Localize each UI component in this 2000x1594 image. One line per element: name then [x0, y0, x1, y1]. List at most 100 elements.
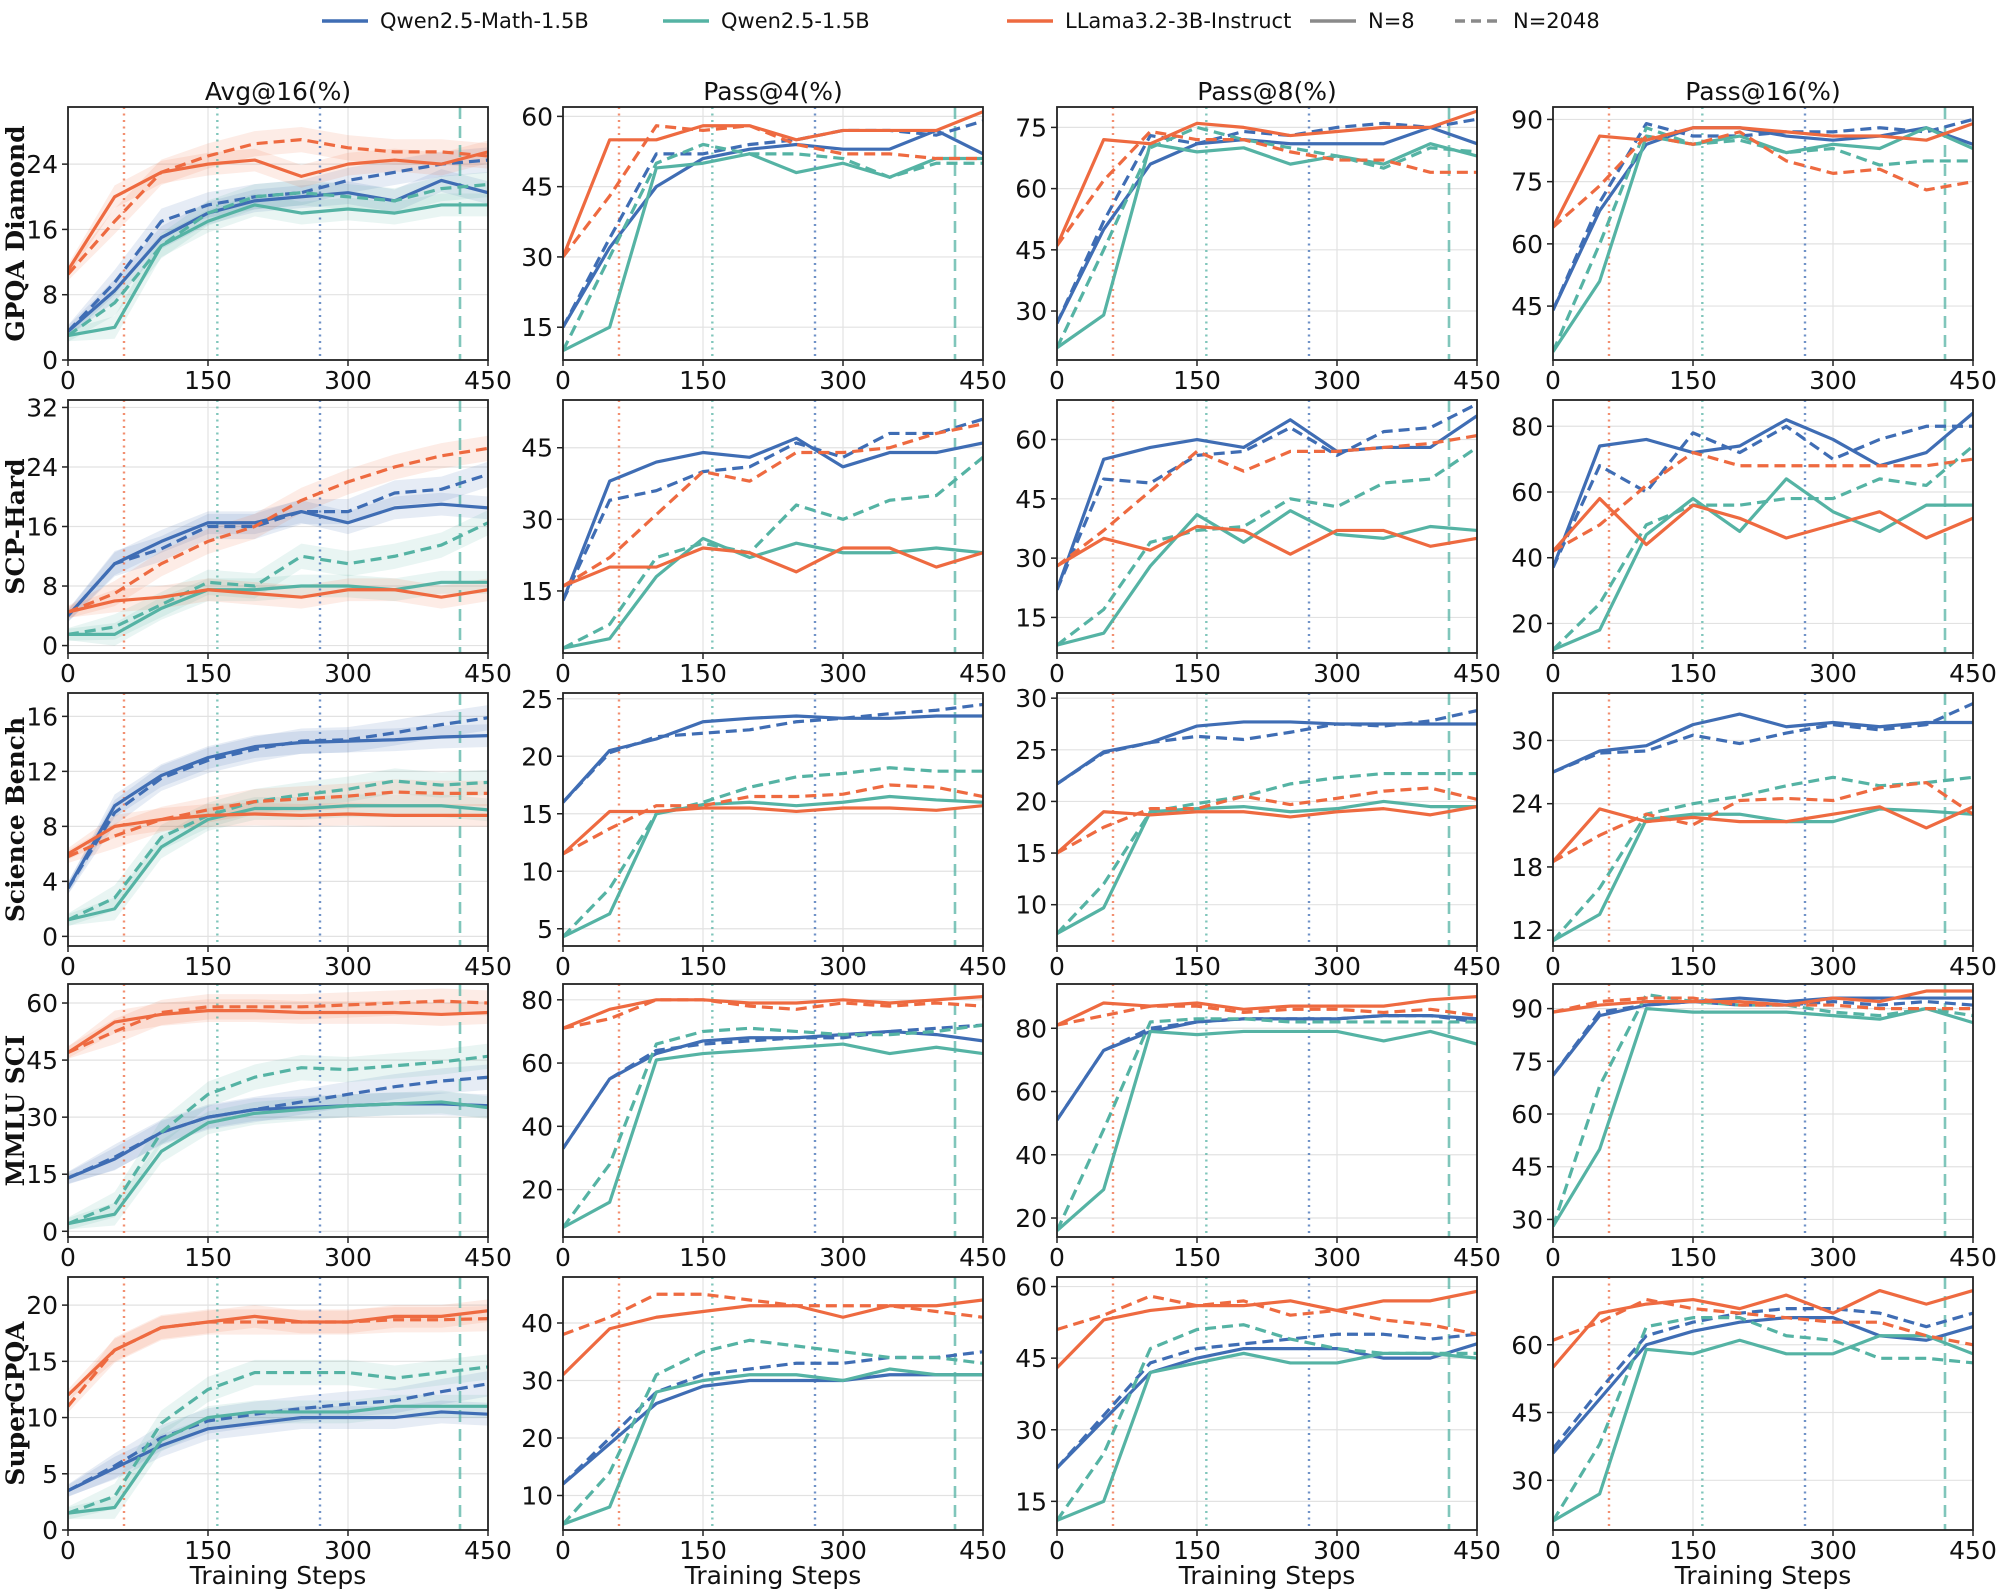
y-tick-label: 25: [1015, 736, 1047, 765]
x-tick-label: 150: [679, 659, 727, 688]
series-line: [1057, 125, 1477, 349]
y-tick-label: 60: [1015, 1273, 1047, 1302]
series-line: [563, 998, 983, 1030]
series-line: [1057, 1289, 1477, 1369]
column-title: Pass@8(%): [1197, 77, 1337, 106]
x-tick-label: 450: [464, 659, 512, 688]
y-tick-label: 5: [537, 915, 553, 944]
series-line: [68, 1309, 488, 1397]
legend-label: N=8: [1368, 9, 1415, 33]
x-tick-label: 300: [1313, 1536, 1361, 1565]
y-tick-label: 25: [521, 685, 553, 714]
series-line: [1553, 1307, 1973, 1450]
series-line: [68, 1404, 488, 1515]
y-tick-label: 30: [521, 505, 553, 534]
series-line: [563, 1042, 983, 1229]
x-tick-label: 0: [1545, 1536, 1561, 1565]
y-tick-label: 60: [1015, 426, 1047, 455]
x-tick-label: 300: [819, 952, 867, 981]
panel: 0 150 300 450 15 30 45 60: [521, 102, 1007, 395]
series-line: [563, 124, 983, 258]
series-line: [563, 152, 983, 353]
x-tick-label: 0: [60, 366, 76, 395]
series-line: [68, 446, 488, 614]
x-tick-label: 300: [1809, 1243, 1857, 1272]
series-line: [1553, 992, 1973, 1227]
y-tick-label: 12: [26, 757, 58, 786]
x-tick-label: 150: [1173, 952, 1221, 981]
y-tick-label: 20: [521, 1176, 553, 1205]
series-line: [563, 436, 983, 602]
series-line: [1553, 477, 1973, 652]
series-line: [1057, 1294, 1477, 1336]
x-tick-label: 300: [324, 366, 372, 395]
panel: 0 150 300 450 12 18 24 30: [1511, 692, 1997, 981]
confidence-band: [68, 126, 488, 281]
confidence-band: [68, 147, 488, 338]
y-tick-label: 15: [1015, 603, 1047, 632]
panel: 0 150 300 450 10 15 20 25 30: [1015, 684, 1501, 981]
x-tick-label: 150: [1669, 952, 1717, 981]
series-line: [68, 178, 488, 333]
y-tick-label: 75: [1015, 113, 1047, 142]
y-tick-label: 15: [521, 800, 553, 829]
y-tick-label: 45: [1015, 1344, 1047, 1373]
x-tick-label: 150: [679, 1243, 727, 1272]
x-axis-title: Training Steps: [684, 1561, 862, 1590]
y-tick-label: 15: [521, 313, 553, 342]
series-line: [68, 472, 488, 617]
y-tick-label: 45: [521, 434, 553, 463]
series-line: [1553, 989, 1973, 1014]
panel: 0 150 300 450 0 8 16 24: [26, 106, 512, 395]
plot-frame: [1552, 983, 1974, 1238]
x-tick-label: 150: [1173, 366, 1221, 395]
series-line: [563, 1338, 983, 1526]
panel: 0 150 300 450 20 40 60 80: [1015, 983, 1501, 1272]
y-tick-label: 30: [521, 243, 553, 272]
x-tick-label: 450: [1453, 1243, 1501, 1272]
series-line: [1057, 1004, 1477, 1027]
x-tick-label: 300: [1313, 366, 1361, 395]
confidence-band: [68, 1400, 488, 1497]
y-tick-label: 45: [521, 173, 553, 202]
y-tick-label: 45: [1511, 1399, 1543, 1428]
panel: 0 150 300 450 30 45 60 75: [1015, 106, 1501, 395]
x-tick-label: 150: [679, 1536, 727, 1565]
x-tick-label: 150: [1669, 366, 1717, 395]
panel: 0 150 300 450 15 30 45 60 Training Steps: [1015, 1273, 1501, 1590]
series-line: [563, 110, 983, 258]
series-line: [68, 804, 488, 922]
x-tick-label: 150: [679, 952, 727, 981]
confidence-band: [68, 1092, 488, 1184]
x-tick-label: 300: [324, 1536, 372, 1565]
series-line: [563, 142, 983, 352]
series-line: [68, 812, 488, 856]
series-line: [68, 1317, 488, 1408]
confidence-band: [68, 510, 488, 641]
panel: 0 150 300 450 0 5 10 15 20 Training Steps: [26, 1276, 512, 1590]
row-label: GPQA Diamond: [1, 125, 30, 341]
x-axis-title: Training Steps: [1178, 1561, 1356, 1590]
x-tick-label: 300: [324, 952, 372, 981]
panel: 0 150 300 450 10 20 30 40 Training Steps: [521, 1276, 1007, 1590]
panel: 0 150 300 450 20 40 60 80: [1511, 399, 1997, 688]
confidence-band: [68, 1305, 488, 1413]
series-line: [1057, 786, 1477, 855]
series-line: [68, 1075, 488, 1180]
series-line: [1057, 1351, 1477, 1522]
plot-frame: [67, 983, 489, 1238]
plot-frame: [1056, 692, 1478, 947]
panel: 0 150 300 450 0 15 30 45 60: [26, 983, 512, 1272]
y-tick-label: 0: [42, 1217, 58, 1246]
x-tick-label: 450: [1949, 366, 1997, 395]
series-line: [563, 702, 983, 804]
legend-label: LLama3.2-3B-Instruct: [1065, 9, 1291, 33]
plot-frame: [67, 1276, 489, 1531]
row-label: SuperGPQA: [1, 1321, 30, 1486]
row-label: SCP-Hard: [1, 458, 30, 594]
x-tick-label: 450: [959, 952, 1007, 981]
y-tick-label: 10: [521, 857, 553, 886]
y-tick-label: 15: [26, 1347, 58, 1376]
series-line: [1057, 1017, 1477, 1232]
